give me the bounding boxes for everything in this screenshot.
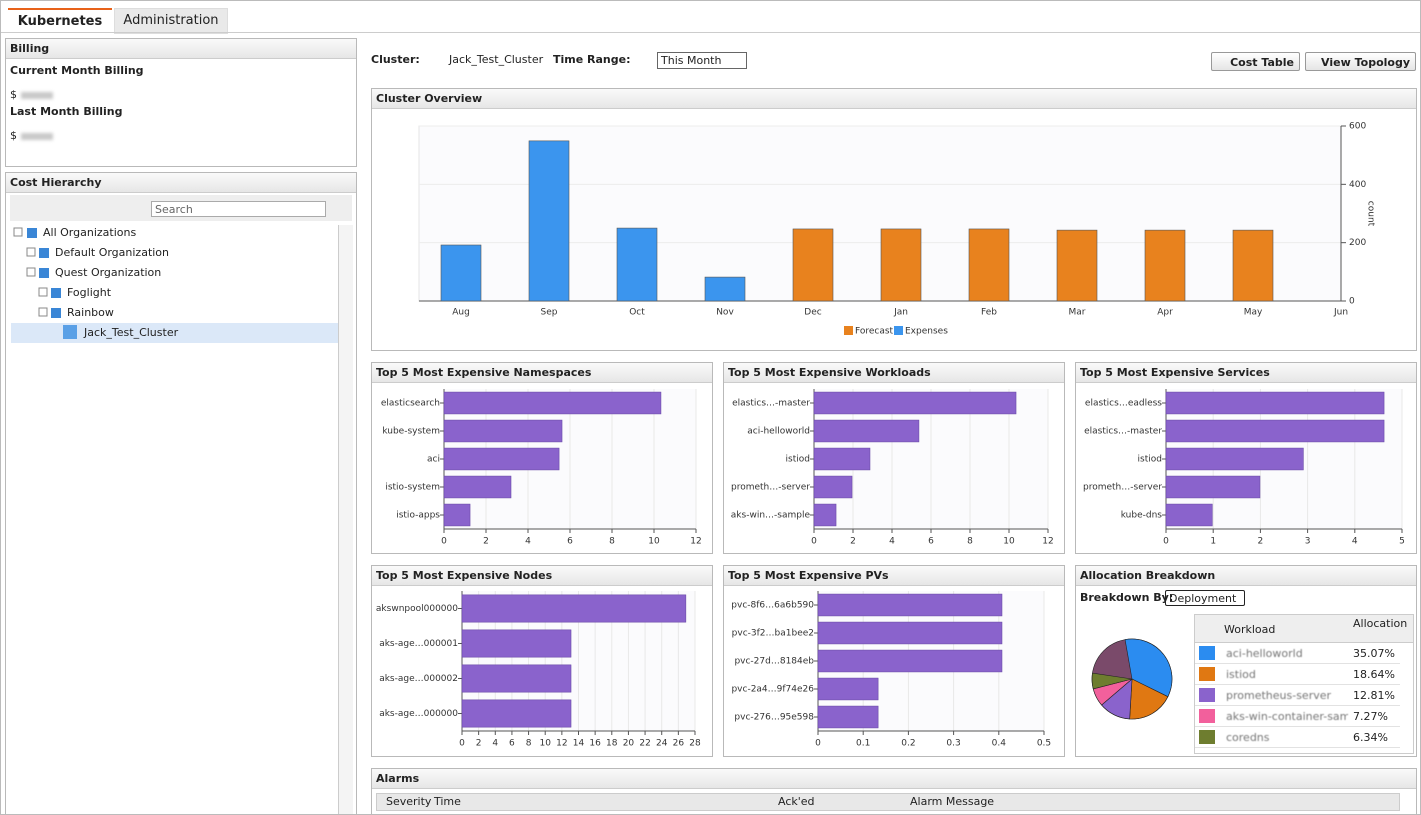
allocation-value: 7.27%: [1353, 710, 1388, 723]
tab-divider: [1, 32, 1420, 33]
tree-node[interactable]: Jack_Test_Cluster: [84, 326, 179, 339]
cluster-name: Jack_Test_Cluster: [449, 53, 544, 66]
table-header: [1195, 615, 1413, 643]
currency: $: [10, 129, 17, 142]
workload-name: istiod: [1226, 668, 1256, 681]
panel-title: Top 5 Most Expensive PVs: [724, 566, 1064, 586]
search-input[interactable]: Search: [151, 201, 326, 217]
panel-title: Top 5 Most Expensive Namespaces: [372, 363, 712, 383]
panel-title: Allocation Breakdown: [1076, 566, 1416, 586]
color-swatch: [1199, 730, 1215, 744]
chart-panel: Top 5 Most Expensive Workloads: [723, 362, 1065, 554]
cost-hierarchy-panel: Cost Hierarchy Search All Organizations …: [5, 172, 357, 814]
label: Current Month Billing: [10, 64, 144, 77]
workload-name: coredns: [1226, 731, 1270, 744]
amount: $: [10, 129, 53, 142]
color-swatch: [1199, 667, 1215, 681]
chart-panel: Top 5 Most Expensive Services: [1075, 362, 1417, 554]
button[interactable]: Cost Table: [1211, 52, 1300, 71]
allocation-value: 6.34%: [1353, 731, 1388, 744]
label: Cluster:: [371, 53, 420, 66]
chart-panel: Top 5 Most Expensive Nodes: [371, 565, 713, 757]
workload-name: aci-helloworld: [1226, 647, 1303, 660]
workload-name: aks-win-container-sample: [1226, 710, 1348, 723]
color-swatch: [1199, 646, 1215, 660]
allocation-value: 18.64%: [1353, 668, 1395, 681]
tree-icons: [13, 227, 77, 339]
tree-node[interactable]: Rainbow: [67, 306, 114, 319]
chart-panel: Top 5 Most Expensive PVs: [723, 565, 1065, 757]
tree-node[interactable]: Quest Organization: [55, 266, 162, 279]
button[interactable]: View Topology: [1305, 52, 1416, 71]
column-header[interactable]: Time: [434, 795, 461, 808]
panel-title: Top 5 Most Expensive Nodes: [372, 566, 712, 586]
workload-name: prometheus-server: [1226, 689, 1332, 702]
label: Breakdown By:: [1080, 591, 1174, 604]
allocation-table: Workload Allocation aci-helloworld 35.07%…: [1194, 614, 1414, 754]
tree-node[interactable]: Default Organization: [55, 246, 170, 259]
row-divider: [1195, 663, 1400, 664]
row-divider: [1195, 705, 1400, 706]
selection: [11, 323, 338, 343]
tree-node[interactable]: Foglight: [67, 286, 112, 299]
label: Last Month Billing: [10, 105, 123, 118]
column-header[interactable]: Workload: [1224, 623, 1276, 636]
alarms-panel: Alarms Severity Time Ack'ed Alarm Messag…: [371, 768, 1417, 814]
color-swatch: [1199, 688, 1215, 702]
column-header[interactable]: Allocation: [1353, 617, 1408, 630]
panel-title: Cost Hierarchy: [6, 173, 356, 193]
row-divider: [1195, 684, 1400, 685]
chart-panel: Top 5 Most Expensive Namespaces: [371, 362, 713, 554]
tab[interactable]: Kubernetes: [8, 8, 112, 34]
allocation-value: 35.07%: [1353, 647, 1395, 660]
panel-title: Alarms: [372, 769, 1416, 789]
tab[interactable]: Administration: [114, 8, 228, 34]
allocation-value: 12.81%: [1353, 689, 1395, 702]
time-range-select[interactable]: This Month: [657, 52, 747, 69]
panel-title: Cluster Overview: [372, 89, 1416, 109]
column-header[interactable]: Ack'ed: [778, 795, 815, 808]
currency: $: [10, 88, 17, 101]
tree-node[interactable]: All Organizations: [43, 226, 137, 239]
label: Time Range:: [553, 53, 631, 66]
scrollbar[interactable]: [338, 225, 353, 814]
column-header[interactable]: Alarm Message: [910, 795, 995, 808]
row-divider: [1195, 747, 1400, 748]
chart-panel: Allocation Breakdown Breakdown By: Deplo…: [1075, 565, 1417, 757]
breakdown-select[interactable]: Deployment: [1165, 590, 1245, 606]
column-header[interactable]: Severity: [386, 795, 432, 808]
billing-panel: Billing Current Month Billing $ Last Mon…: [5, 38, 357, 167]
panel-title: Top 5 Most Expensive Services: [1076, 363, 1416, 383]
table-header: [376, 793, 1400, 811]
chart-panel: Cluster Overview: [371, 88, 1417, 351]
panel-title: Top 5 Most Expensive Workloads: [724, 363, 1064, 383]
row-divider: [1195, 726, 1400, 727]
amount: $: [10, 88, 53, 101]
panel-title: Billing: [6, 39, 356, 59]
color-swatch: [1199, 709, 1215, 723]
